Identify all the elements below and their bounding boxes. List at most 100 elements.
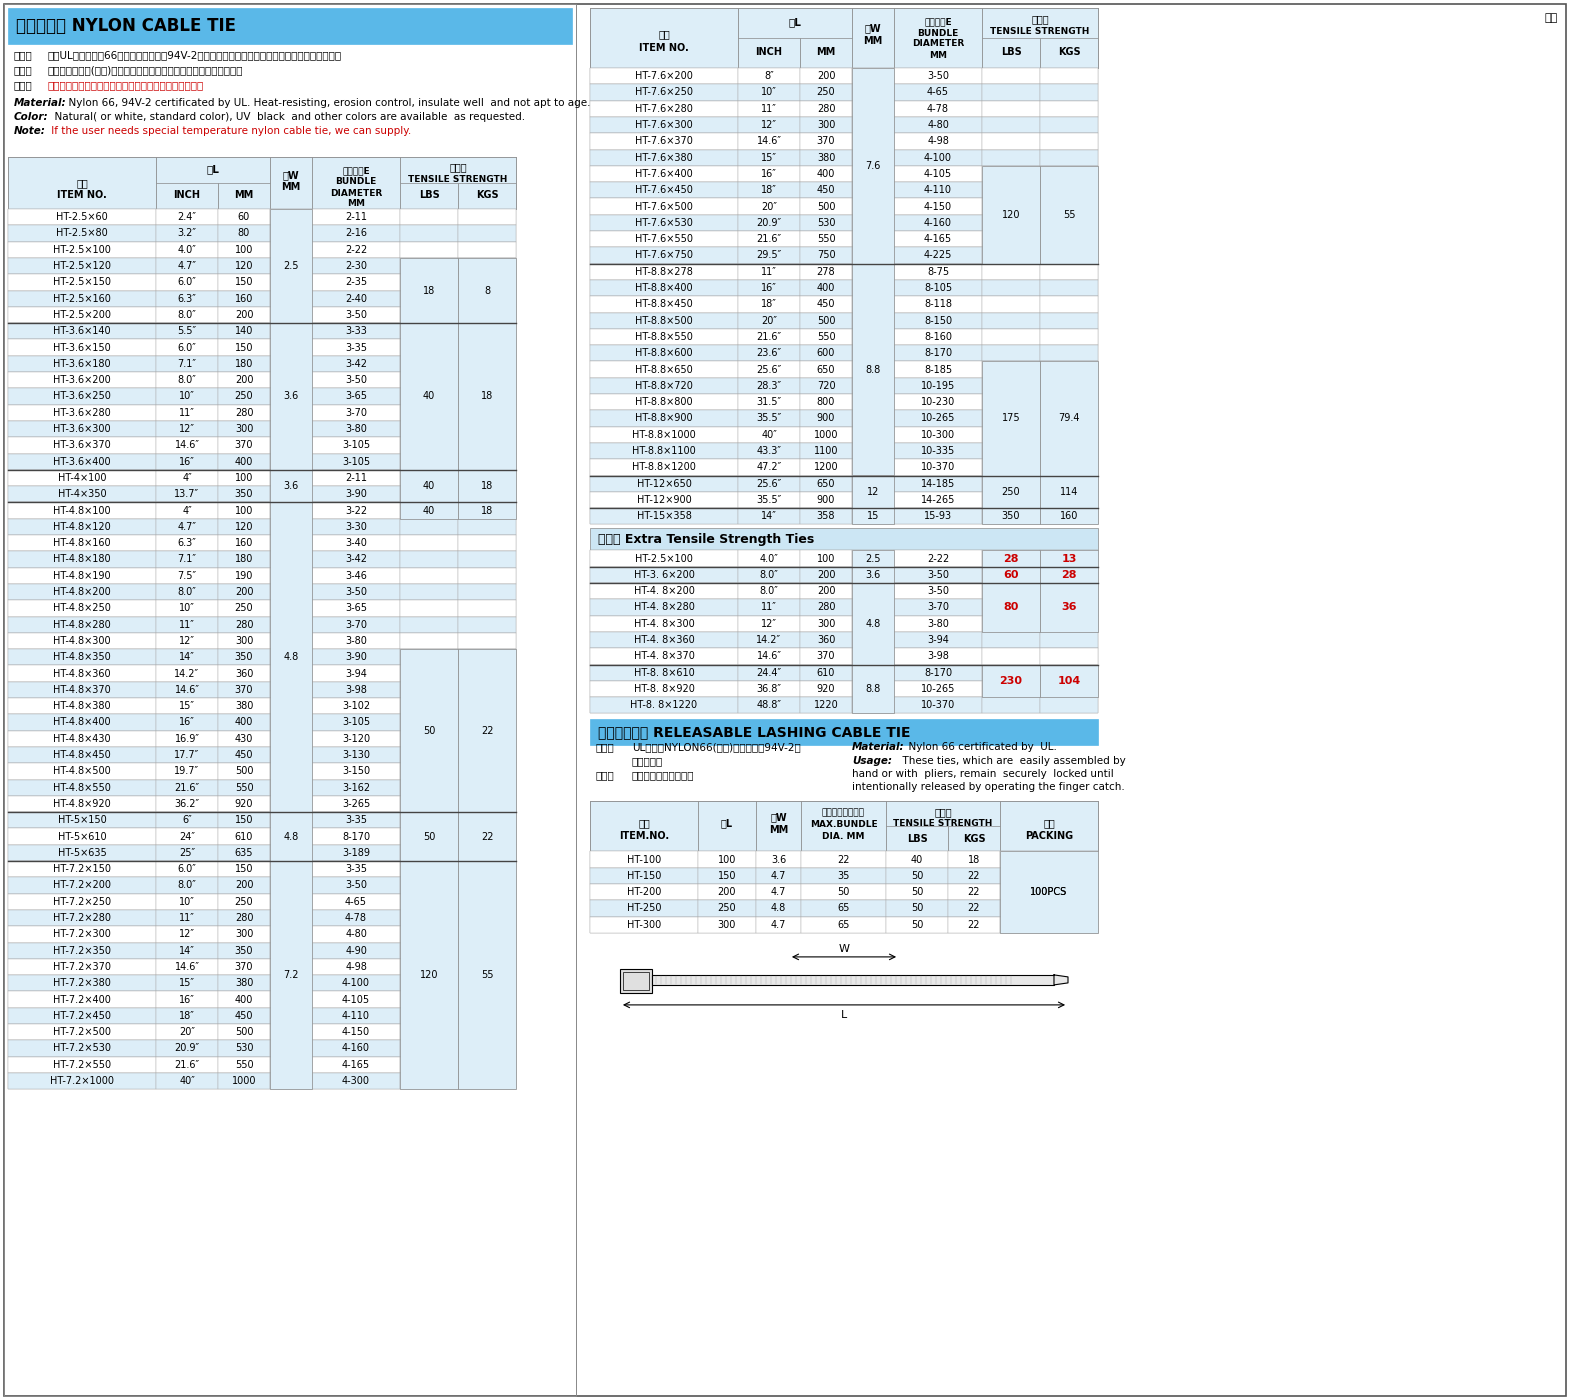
Bar — [1039, 344, 1097, 361]
Bar — [312, 1072, 400, 1089]
Bar — [218, 339, 270, 356]
Bar — [458, 714, 517, 731]
Bar — [8, 1072, 517, 1089]
Text: 4.8: 4.8 — [771, 903, 787, 913]
Bar — [893, 297, 981, 312]
Text: HT-7.2×250: HT-7.2×250 — [53, 897, 111, 907]
Text: INCH: INCH — [174, 190, 201, 200]
Text: 6.0″: 6.0″ — [177, 343, 196, 353]
Bar — [801, 582, 853, 599]
Bar — [400, 748, 458, 763]
Bar — [312, 959, 400, 974]
Bar — [312, 372, 400, 388]
Bar — [312, 307, 400, 323]
Bar — [590, 582, 738, 599]
Bar — [1039, 199, 1097, 214]
Bar — [893, 697, 981, 714]
Bar — [8, 470, 517, 486]
Text: MAX.BUNDLE: MAX.BUNDLE — [810, 820, 878, 829]
Text: 3-65: 3-65 — [345, 392, 367, 402]
Text: 100: 100 — [816, 553, 835, 564]
Bar — [948, 917, 1000, 932]
Bar — [8, 829, 517, 844]
Bar — [590, 393, 738, 410]
Text: 40: 40 — [911, 854, 923, 865]
Bar — [312, 1057, 400, 1072]
Bar — [757, 801, 801, 851]
Text: 150: 150 — [717, 871, 736, 881]
Bar — [218, 616, 270, 633]
Text: 3-42: 3-42 — [345, 358, 367, 368]
Text: LBS: LBS — [906, 834, 928, 844]
Bar — [801, 442, 853, 459]
Bar — [981, 8, 1097, 38]
Text: 100: 100 — [717, 854, 736, 865]
Bar — [801, 917, 885, 932]
Bar — [400, 486, 458, 503]
Text: 750: 750 — [816, 251, 835, 260]
Bar — [218, 780, 270, 795]
Bar — [270, 307, 312, 323]
Bar — [590, 442, 738, 459]
Text: 2-22: 2-22 — [926, 553, 950, 564]
Bar — [590, 680, 738, 697]
Text: 2-16: 2-16 — [345, 228, 367, 238]
Text: 55: 55 — [480, 970, 493, 980]
Bar — [590, 550, 1097, 567]
Text: 4-300: 4-300 — [342, 1077, 371, 1086]
Bar — [590, 248, 1097, 263]
Text: 8: 8 — [484, 286, 490, 295]
Bar — [1039, 101, 1097, 116]
Text: 寬W: 寬W — [283, 169, 300, 181]
Bar — [738, 150, 801, 165]
Bar — [312, 601, 400, 616]
Bar — [590, 165, 738, 182]
Text: 350: 350 — [236, 652, 253, 662]
Bar — [981, 393, 1039, 410]
Text: 150: 150 — [236, 815, 253, 825]
Text: 4.7″: 4.7″ — [177, 522, 196, 532]
Bar — [458, 878, 517, 893]
Bar — [458, 1008, 517, 1023]
Bar — [218, 601, 270, 616]
Bar — [8, 780, 155, 795]
Bar — [218, 157, 270, 209]
Text: HT-4. 8×300: HT-4. 8×300 — [634, 619, 694, 629]
Bar — [400, 157, 458, 209]
Bar — [155, 991, 218, 1008]
Bar — [981, 680, 1039, 697]
Bar — [312, 731, 400, 748]
Bar — [1039, 427, 1097, 442]
Text: 10-370: 10-370 — [922, 700, 955, 710]
Bar — [590, 476, 738, 491]
Bar — [853, 476, 893, 491]
Text: 28: 28 — [1061, 570, 1077, 580]
Bar — [270, 650, 312, 665]
Text: 2.5: 2.5 — [865, 553, 881, 564]
Bar — [948, 851, 1000, 868]
Bar — [8, 372, 155, 388]
Text: 8-185: 8-185 — [923, 364, 951, 375]
Bar — [458, 567, 517, 584]
Bar — [801, 312, 853, 329]
Text: 3-105: 3-105 — [342, 456, 371, 466]
Bar — [590, 567, 738, 582]
Text: HT-3.6×300: HT-3.6×300 — [53, 424, 111, 434]
Bar — [801, 801, 885, 851]
Bar — [590, 648, 1097, 665]
Bar — [400, 616, 458, 633]
Bar — [218, 1072, 270, 1089]
Bar — [8, 339, 155, 356]
Bar — [1039, 459, 1097, 476]
Bar — [270, 437, 312, 454]
Bar — [1039, 648, 1097, 665]
Text: 11″: 11″ — [179, 407, 195, 417]
Text: 11″: 11″ — [179, 913, 195, 923]
Text: 18″: 18″ — [761, 185, 777, 195]
Bar — [155, 503, 218, 519]
Text: HT-3.6×140: HT-3.6×140 — [53, 326, 111, 336]
Text: 8-160: 8-160 — [925, 332, 951, 342]
Text: HT-4.8×370: HT-4.8×370 — [53, 685, 111, 694]
Bar — [8, 991, 517, 1008]
Bar — [458, 209, 517, 225]
